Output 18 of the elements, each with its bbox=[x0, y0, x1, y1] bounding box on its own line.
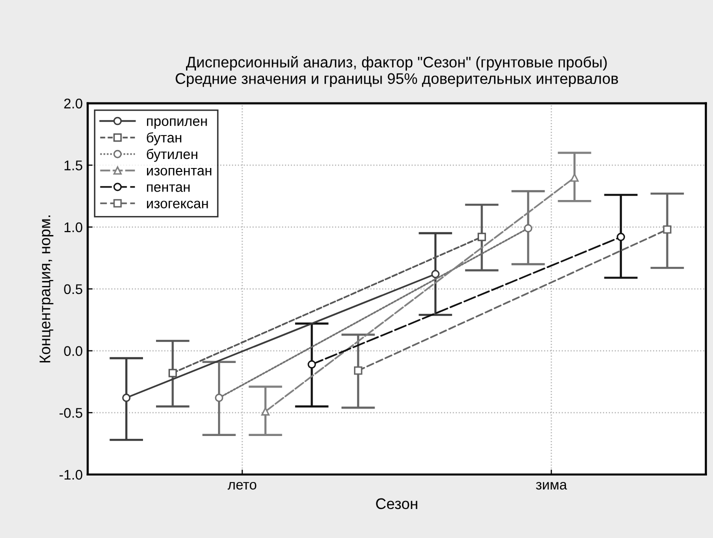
x-tick-label: зима bbox=[536, 482, 568, 490]
x-axis-title: Сезон bbox=[376, 498, 418, 510]
legend-label: пропилен bbox=[146, 118, 207, 129]
x-tick-label: лето bbox=[228, 482, 256, 490]
y-axis-title: Концентрация, норм. bbox=[40, 216, 54, 362]
legend-label: бутилен bbox=[146, 148, 198, 162]
y-tick-label: -1.0 bbox=[60, 470, 82, 480]
legend-label: изогексан bbox=[146, 200, 208, 208]
chart-title: Дисперсионный анализ, фактор "Сезон" (грунтовые пробы) Средние значения и границы 95% доверительных интервалов bbox=[176, 56, 618, 88]
legend-label: бутан bbox=[146, 132, 182, 146]
legend-label: пентан bbox=[146, 184, 190, 192]
y-tick-label: -0.5 bbox=[60, 408, 82, 418]
legend-label: изопентан bbox=[146, 168, 212, 176]
y-tick-label: 0.0 bbox=[64, 346, 82, 356]
y-tick-label: 1.0 bbox=[64, 222, 82, 232]
y-tick-label: 0.5 bbox=[64, 284, 82, 294]
y-tick-label: 1.5 bbox=[64, 160, 82, 170]
y-tick-label: 2.0 bbox=[64, 98, 82, 108]
